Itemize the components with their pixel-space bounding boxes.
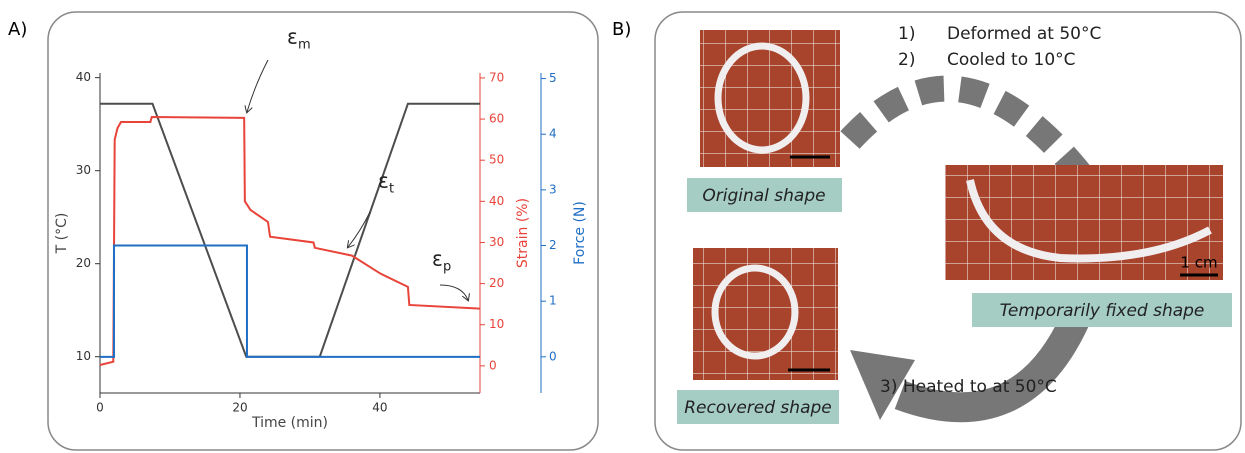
y-tick-label: 20	[76, 256, 91, 270]
x-tick-label: 40	[372, 401, 387, 415]
scale-label: 1 cm	[1180, 254, 1217, 272]
caption: Recovered shape	[684, 398, 831, 418]
x-tick-label: 20	[232, 401, 247, 415]
annotation: ε	[378, 169, 389, 193]
y3-tick-label: 2	[549, 238, 557, 252]
y3-tick-label: 3	[549, 182, 557, 196]
annotation: ε	[432, 247, 443, 271]
y2-tick-label: 20	[489, 276, 504, 290]
annotation-subscript: m	[298, 38, 311, 53]
diagram: 1 cm Original shape Temporarily fixed sh…	[677, 24, 1232, 424]
y2-tick-label: 50	[489, 153, 504, 167]
y3-tick-label: 4	[549, 127, 557, 141]
annotation-arrow	[247, 60, 268, 112]
y2-tick-label: 10	[489, 317, 504, 331]
annotation-arrow	[440, 285, 468, 300]
step-text: Deformed at 50°C	[947, 24, 1101, 44]
y2-tick-label: 30	[489, 235, 504, 249]
y3-tick-label: 0	[549, 349, 557, 363]
step-number: 1)	[898, 24, 915, 44]
caption: Original shape	[702, 186, 825, 206]
panel-label: A)	[8, 19, 27, 40]
y3-axis-label: Force (N)	[572, 201, 588, 265]
page: {"panel_a":{"label":"A)","chart_data":{"…	[0, 0, 1245, 453]
line	[100, 246, 480, 357]
x-tick-label: 0	[96, 401, 104, 415]
annotation: ε	[287, 25, 298, 49]
y2-tick-label: 60	[489, 112, 504, 126]
y2-tick-label: 0	[489, 358, 497, 372]
annotation-subscript: p	[443, 260, 451, 275]
chart: 0 20 40 10 20 30 40 0 10 20 30 40 50 60 70 0 1 2 3 4 5 Time (…	[54, 25, 588, 432]
x-axis-label: Time (min)	[251, 415, 328, 431]
step-number: 2)	[898, 50, 915, 70]
y-tick-label: 10	[76, 349, 91, 363]
y2-tick-label: 70	[489, 70, 504, 84]
y-tick-label: 30	[76, 163, 91, 177]
y2-tick-label: 40	[489, 194, 504, 208]
y2-axis-label: Strain (%)	[515, 198, 531, 268]
y-axis-label: T (°C)	[54, 213, 70, 255]
step-text: 3) Heated to at 50°C	[880, 377, 1057, 397]
y3-tick-label: 5	[549, 71, 557, 85]
line	[100, 117, 480, 365]
y-tick-label: 40	[76, 70, 91, 84]
figure: A) B) 0 20 40 10 20 30 40 0 10 20 30 40 50 60 70 0 1 2 3 4 5…	[0, 0, 1245, 453]
line	[100, 104, 480, 357]
caption: Temporarily fixed shape	[1000, 301, 1205, 321]
step-text: Cooled to 10°C	[947, 50, 1076, 70]
annotation-subscript: t	[389, 182, 394, 197]
y3-tick-label: 1	[549, 294, 557, 308]
panel-label: B)	[612, 19, 631, 40]
